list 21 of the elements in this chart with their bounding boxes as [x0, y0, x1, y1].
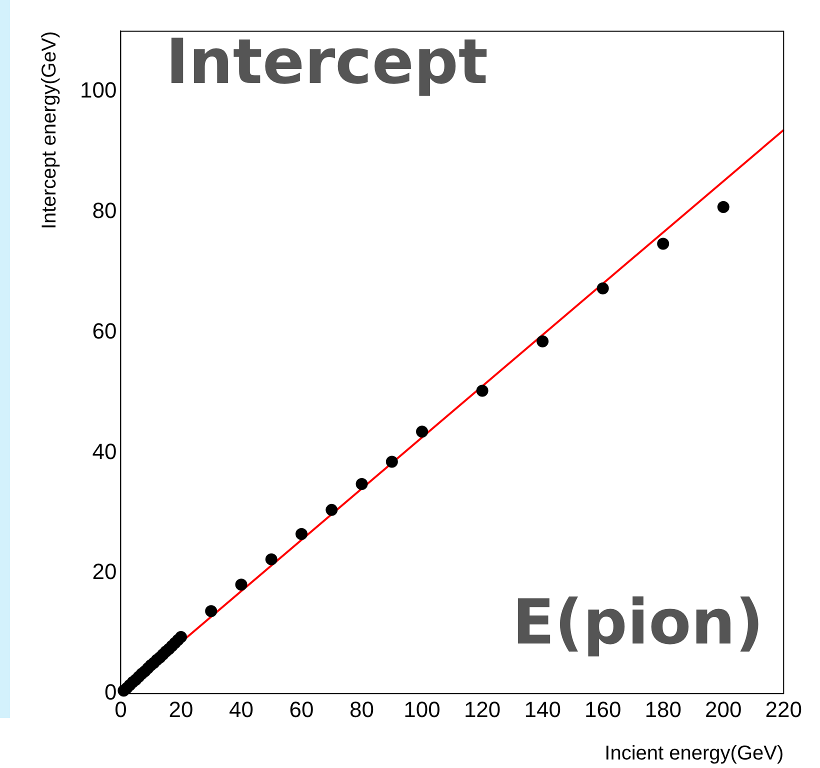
x-tick-label: 40 — [229, 696, 254, 722]
x-tick-label: 140 — [524, 696, 561, 722]
y-tick-label: 0 — [104, 680, 117, 705]
y-tick-label: 40 — [92, 438, 117, 464]
y-tick-label: 20 — [92, 559, 117, 584]
x-axis-title: Incient energy(GeV) — [604, 742, 784, 765]
x-tick-label: 160 — [584, 696, 622, 722]
x-tick-label: 20 — [168, 696, 194, 722]
y-axis-title: Intercept energy(GeV) — [38, 31, 61, 230]
y-tick-label: 80 — [92, 198, 117, 223]
y-tick-label: 60 — [92, 318, 117, 344]
x-tick-label: 200 — [705, 696, 742, 722]
annotation: E(pion) — [512, 586, 764, 659]
x-tick-label: 80 — [350, 696, 374, 722]
x-tick-label: 120 — [464, 696, 501, 722]
x-tick-label: 220 — [765, 696, 802, 722]
x-tick-label: 180 — [644, 696, 682, 722]
x-tick-label: 100 — [404, 696, 440, 722]
x-tick-label: 60 — [289, 696, 314, 722]
chart-title: Intercept — [166, 25, 488, 98]
y-tick-label: 100 — [80, 77, 117, 102]
